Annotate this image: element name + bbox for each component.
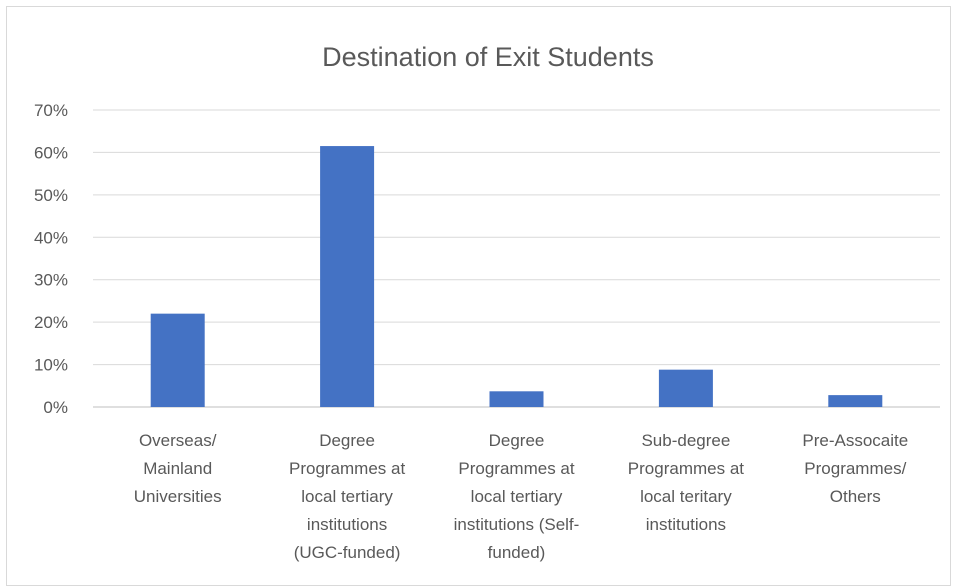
x-category-label: Sub-degree Programmes at local teritary ins…: [628, 431, 744, 534]
bar: [489, 391, 544, 407]
x-category-label-line: Programmes/: [804, 459, 906, 478]
x-category-label-line: institutions: [646, 515, 726, 534]
bar: [150, 313, 205, 407]
y-tick-label: 20%: [34, 313, 68, 332]
y-tick-label: 30%: [34, 271, 68, 290]
y-tick-label: 60%: [34, 143, 68, 162]
bar: [658, 369, 713, 407]
bar: [320, 146, 375, 408]
x-category-label-line: funded): [488, 543, 546, 562]
x-category-label: Overseas/Mainland Universities: [134, 431, 222, 506]
x-category-label-line: local tertiary: [301, 487, 393, 506]
x-category-label-line: Mainland: [143, 459, 212, 478]
x-category-label-line: (UGC-funded): [294, 543, 401, 562]
y-axis-ticks: 0% 10% 20% 30% 40% 50% 60% 70%: [34, 101, 68, 417]
x-category-label-line: Degree: [489, 431, 545, 450]
y-tick-label: 40%: [34, 228, 68, 247]
x-category-label-line: institutions (Self-: [454, 515, 580, 534]
x-category-label-line: Programmes at: [628, 459, 744, 478]
chart-title: Destination of Exit Students: [322, 42, 654, 72]
x-category-label-line: local tertiary: [471, 487, 563, 506]
bar: [828, 395, 883, 407]
chart-frame: [6, 6, 951, 586]
x-category-label-line: Programmes at: [458, 459, 574, 478]
x-category-label-line: Universities: [134, 487, 222, 506]
x-category-label-line: Sub-degree: [641, 431, 730, 450]
x-category-label-line: Degree: [319, 431, 375, 450]
x-category-label: Pre-Assocaite Programmes/Others: [802, 431, 908, 506]
gridlines: [93, 109, 940, 408]
x-category-label-line: Pre-Assocaite: [802, 431, 908, 450]
x-category-label-line: Overseas/: [139, 431, 217, 450]
x-category-label: Degree Programmes at local tertiary institu…: [454, 431, 580, 562]
x-category-label-line: Programmes at: [289, 459, 405, 478]
y-tick-label: 70%: [34, 101, 68, 120]
y-tick-label: 0%: [43, 398, 68, 417]
x-category-label: Degree Programmes at local tertiary institu…: [289, 431, 405, 562]
x-axis-labels: Overseas/Mainland Universities Degree Progr…: [134, 431, 908, 562]
y-tick-label: 50%: [34, 186, 68, 205]
x-category-label-line: local teritary: [640, 487, 732, 506]
x-category-label-line: institutions: [307, 515, 387, 534]
bars: [150, 146, 883, 408]
x-category-label-line: Others: [830, 487, 881, 506]
y-tick-label: 10%: [34, 356, 68, 375]
